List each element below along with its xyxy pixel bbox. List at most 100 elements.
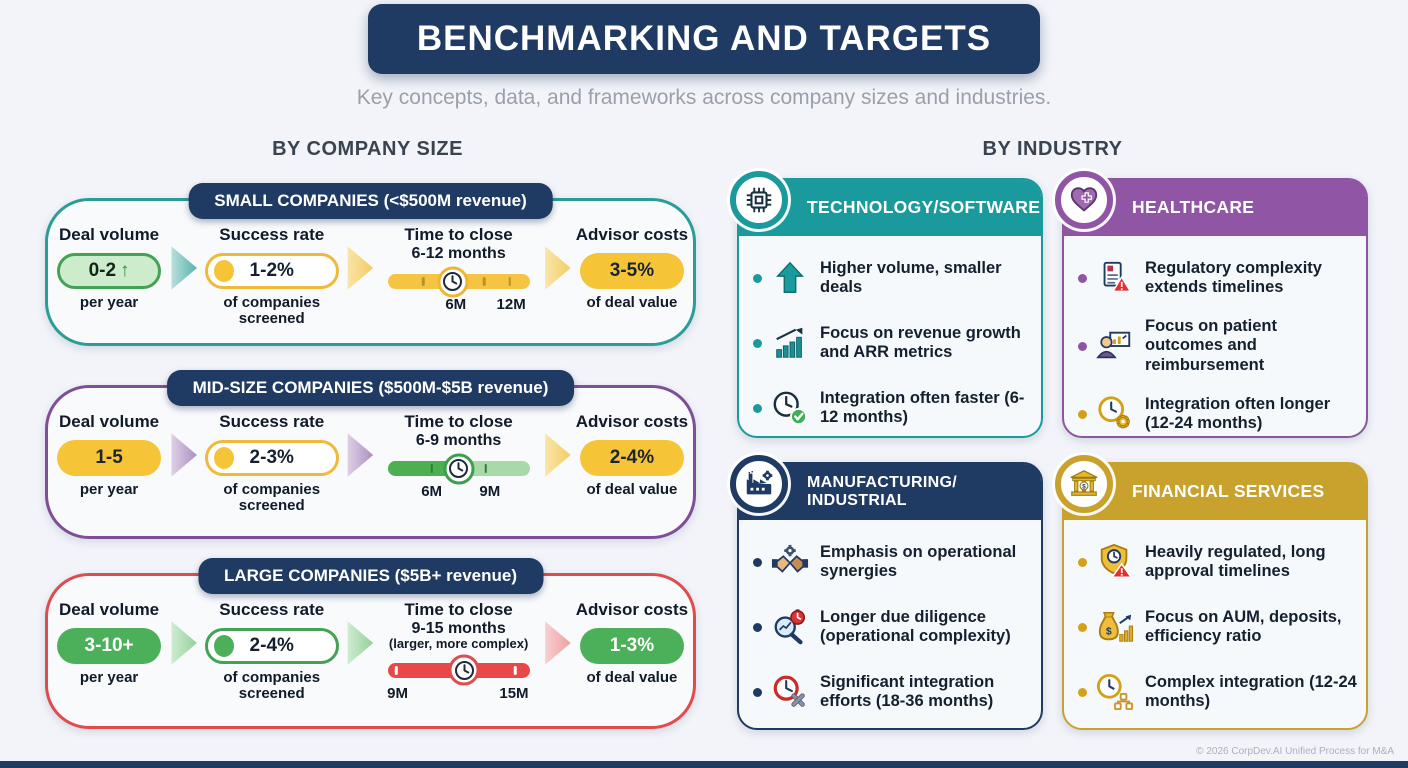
success-rate-sub: of companies screened <box>223 293 321 328</box>
slider-labels: 9M 15M <box>387 684 530 703</box>
clock-knob-icon <box>443 453 475 485</box>
bullet-dot <box>1078 273 1087 283</box>
clock-flowchart-icon <box>1094 671 1136 713</box>
bullet-dot <box>753 273 762 283</box>
manufacturing-industrial-card: MANUFACTURING/ INDUSTRIAL Emphasis on op… <box>730 455 1043 730</box>
advisor-costs-sub: of deal value <box>586 668 678 686</box>
arrow-right-icon <box>545 246 571 290</box>
large-companies-body: Deal volume 3-10+ per year Success rate … <box>48 576 693 703</box>
deal-volume-pill: 0-2 ↑ <box>57 252 162 289</box>
arrow-up-icon <box>769 257 811 299</box>
time-to-close-range: 9-15 months <box>411 619 506 637</box>
deal-volume-sub: per year <box>79 480 139 498</box>
time-to-close-column: Time to close 9-15 months (larger, more … <box>377 600 539 703</box>
time-to-close-range: 6-9 months <box>415 431 502 449</box>
small-companies-header: SMALL COMPANIES (<$500M revenue) <box>188 183 553 219</box>
list-item-text: Focus on revenue growth and ARR metrics <box>820 323 1021 361</box>
success-rate-value: 1-2% <box>249 259 294 281</box>
page-subtitle: Key concepts, data, and frameworks acros… <box>356 86 1052 109</box>
deal-volume-column: Deal volume 0-2 ↑ per year <box>52 225 166 311</box>
deal-volume-sub: per year <box>79 668 139 686</box>
advisor-costs-sub: of deal value <box>586 293 678 311</box>
bullet-dot <box>1078 622 1087 632</box>
list-item-text: Higher volume, smaller deals <box>820 258 1002 296</box>
clock-knob-icon <box>448 654 480 686</box>
slider-start-label: 9M <box>387 684 408 702</box>
industry-title: MANUFACTURING/ <box>807 474 957 492</box>
success-rate-column: Success rate 2-4% of companies screened <box>201 600 342 703</box>
list-item-text: Significant integration efforts (18-36 m… <box>820 672 995 710</box>
list-item-text: Focus on patient outcomes and reimbursem… <box>1145 317 1277 374</box>
factory-icon <box>730 455 788 513</box>
manufacturing-industrial-body: Emphasis on operational synergies Longer… <box>739 520 1041 718</box>
time-to-close-range: 6-12 months <box>411 244 506 262</box>
deal-volume-label: Deal volume <box>58 412 160 431</box>
deal-volume-sub: per year <box>79 293 139 311</box>
industry-title-line2: INDUSTRIAL <box>807 492 907 509</box>
success-rate-pill: 1-2% <box>204 252 339 289</box>
page-title: BENCHMARKING AND TARGETS <box>416 19 992 58</box>
slider-tick <box>421 277 425 287</box>
bullet-dot <box>753 622 762 632</box>
section-heading-company-size: BY COMPANY SIZE <box>272 138 463 160</box>
shield-clock-warning-icon <box>1094 541 1136 583</box>
list-item-text: Integration often faster (6-12 months) <box>820 388 1025 426</box>
svg-text:$: $ <box>1106 627 1112 638</box>
bullet-dot <box>1078 557 1087 567</box>
list-item: Focus on patient outcomes and reimbursem… <box>1076 317 1358 375</box>
mid-size-companies-header: MID-SIZE COMPANIES ($500M-$5B revenue) <box>166 370 575 406</box>
list-item: Integration often faster (6-12 months) <box>751 382 1033 434</box>
time-to-close-column: Time to close 6-12 months 6M 12M <box>377 225 539 314</box>
financial-services-header: FINANCIAL SERVICES <box>1064 464 1366 520</box>
list-item-text: Emphasis on operational synergies <box>820 542 1017 580</box>
technology-software-card: TECHNOLOGY/SOFTWARE Higher volume, small… <box>730 171 1043 438</box>
moneybag-chart-icon: $ <box>1094 606 1136 648</box>
patient-outcomes-icon <box>1094 325 1136 367</box>
mid-size-companies-body: Deal volume 1-5 per year Success rate 2-… <box>48 388 693 515</box>
success-rate-value: 2-4% <box>249 634 294 656</box>
advisor-costs-pill: 1-3% <box>579 627 684 664</box>
list-item-text: Longer due diligence (operational comple… <box>820 607 1011 645</box>
arrow-right-icon <box>347 433 374 477</box>
gauge-dot-icon <box>213 634 234 657</box>
manufacturing-industrial-header: MANUFACTURING/ INDUSTRIAL <box>739 464 1041 520</box>
deal-volume-column: Deal volume 3-10+ per year <box>52 600 166 686</box>
healthcare-body: Regulatory complexity extends timelines … <box>1064 236 1366 440</box>
time-to-close-note: (larger, more complex) <box>388 636 529 652</box>
advisor-costs-column: Advisor costs 3-5% of deal value <box>575 225 689 311</box>
slider-tick <box>484 464 487 474</box>
arrow-right-icon <box>545 621 571 665</box>
advisor-costs-column: Advisor costs 1-3% of deal value <box>575 600 689 686</box>
technology-software-body: Higher volume, smaller deals Focus on re… <box>739 236 1041 434</box>
slider-start-label: 6M <box>445 296 467 314</box>
bullet-dot <box>1078 409 1087 419</box>
large-companies-header: LARGE COMPANIES ($5B+ revenue) <box>197 558 544 594</box>
list-item: Heavily regulated, long approval timelin… <box>1076 536 1358 588</box>
healthcare-header: HEALTHCARE <box>1064 180 1366 236</box>
list-item: Complex integration (12-24 months) <box>1076 666 1358 718</box>
advisor-costs-pill: 2-4% <box>579 439 684 476</box>
list-item: Significant integration efforts (18-36 m… <box>751 666 1033 718</box>
clock-tools-icon <box>769 671 811 713</box>
list-item: Longer due diligence (operational comple… <box>751 601 1033 653</box>
advisor-costs-label: Advisor costs <box>575 412 689 431</box>
advisor-costs-label: Advisor costs <box>575 600 689 619</box>
success-rate-value: 2-3% <box>249 446 294 468</box>
list-item: Regulatory complexity extends timelines <box>1076 252 1358 304</box>
list-item: $ Focus on AUM, deposits, efficiency rat… <box>1076 601 1358 653</box>
arrow-right-icon <box>347 621 374 665</box>
up-arrow-icon: ↑ <box>120 259 130 281</box>
slider-tick <box>482 277 486 287</box>
success-rate-column: Success rate 2-3% of companies screened <box>201 412 342 515</box>
arrow-right-icon <box>171 246 197 290</box>
list-item: Emphasis on operational synergies <box>751 536 1033 588</box>
bullet-dot <box>753 557 762 567</box>
success-rate-label: Success rate <box>219 225 325 244</box>
list-item-text: Regulatory complexity extends timelines <box>1145 258 1322 296</box>
arrow-right-icon <box>545 433 571 477</box>
cpu-chip-icon <box>730 171 788 229</box>
advisor-costs-label: Advisor costs <box>575 225 689 244</box>
success-rate-label: Success rate <box>219 600 325 619</box>
slider-tick <box>514 665 517 675</box>
document-warning-icon <box>1094 257 1136 299</box>
